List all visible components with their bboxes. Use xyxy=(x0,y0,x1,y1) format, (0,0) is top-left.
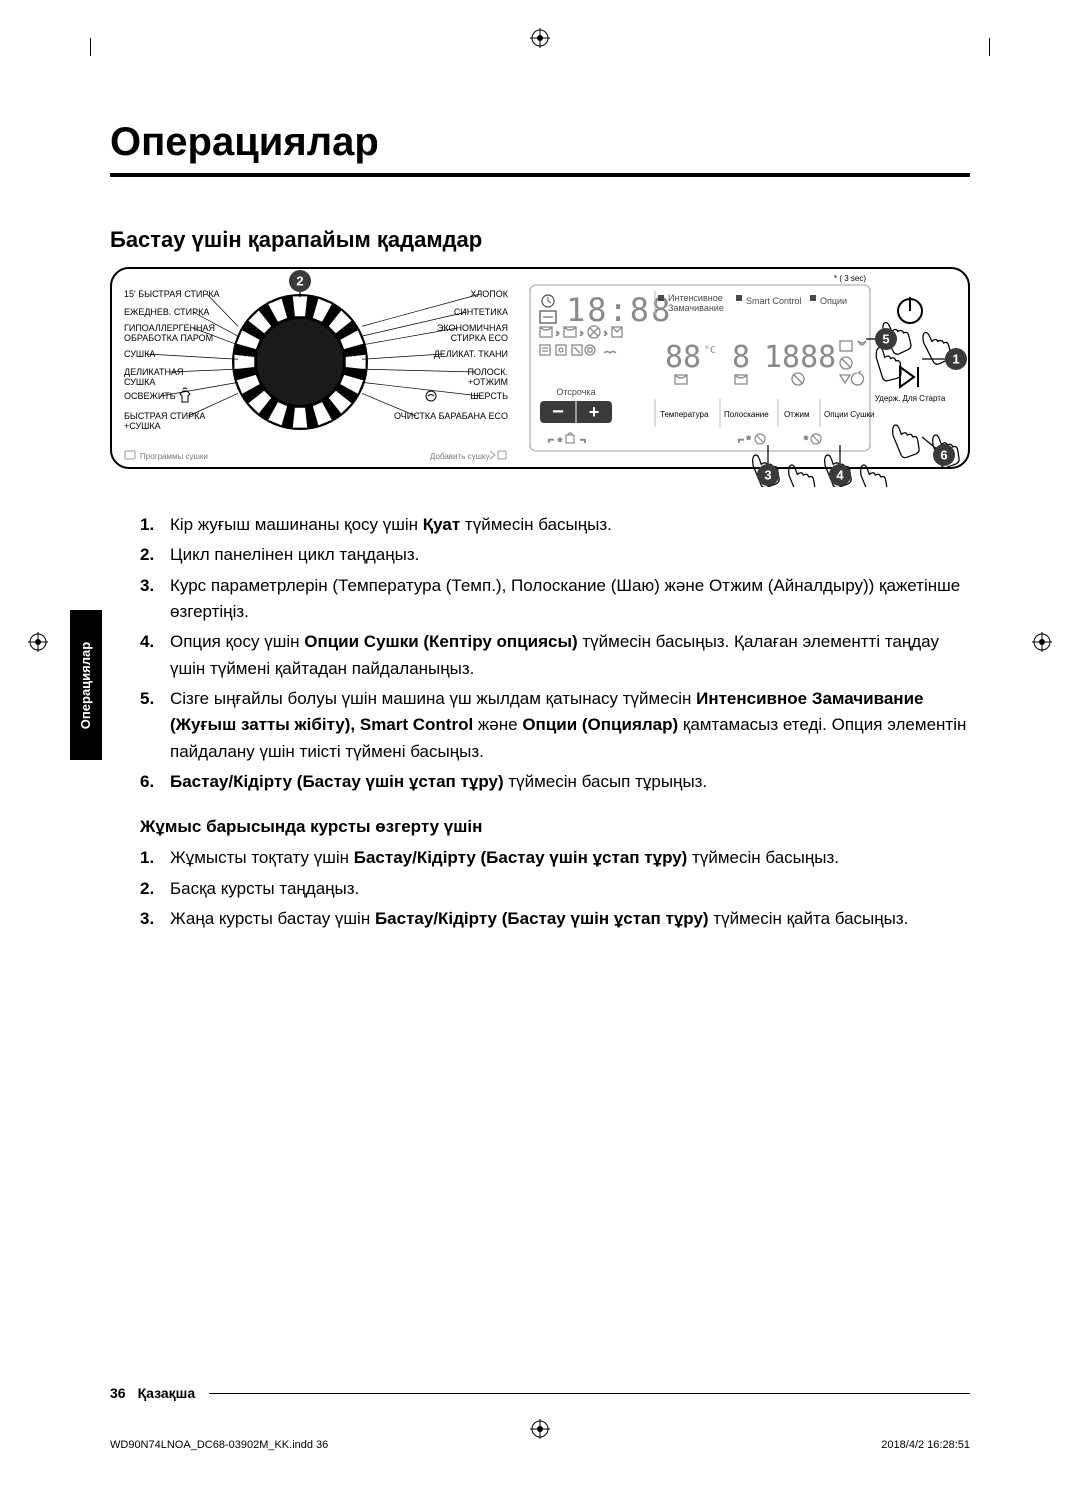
main-steps-list: 1.Кір жуғыш машинаны қосу үшін Қуат түйм… xyxy=(110,512,970,795)
side-tab: Операциялар xyxy=(70,610,102,760)
dial-label: ХЛОПОК xyxy=(470,289,508,299)
registration-mark-icon xyxy=(530,1419,550,1439)
print-meta: WD90N74LNOA_DC68-03902M_KK.indd 36 2018/… xyxy=(110,1439,970,1451)
dial-label: СТИРКА ECO xyxy=(451,333,508,343)
registration-mark-icon xyxy=(530,28,550,48)
dial-label: ДЕЛИКАТ. ТКАНИ xyxy=(434,349,508,359)
dial-label: ЕЖЕДНЕВ. СТИРКА xyxy=(124,307,209,317)
language-label: Қазақша xyxy=(138,1385,196,1401)
quick-options-row: Интенсивное Замачивание Smart Control Оп… xyxy=(655,291,847,315)
status-icons-row2 xyxy=(540,345,616,355)
svg-text:18:88: 18:88 xyxy=(566,291,672,329)
callout-number: 3 xyxy=(764,468,771,483)
page-footer: 36 Қазақша xyxy=(110,1385,970,1401)
svg-text:°C: °C xyxy=(704,345,716,356)
svg-text:Температура: Температура xyxy=(660,410,709,419)
svg-text:›: › xyxy=(604,328,607,339)
svg-text:Smart Control: Smart Control xyxy=(746,296,802,306)
svg-text:1888: 1888 xyxy=(764,340,836,375)
control-panel-illustration: 15' БЫСТРАЯ СТИРКАЕЖЕДНЕВ. СТИРКАГИПОАЛЛ… xyxy=(110,267,970,492)
dial-label: СУШКА xyxy=(124,377,155,387)
crop-mark xyxy=(989,38,990,56)
svg-text:›: › xyxy=(580,328,583,339)
cycle-dial[interactable] xyxy=(232,294,368,430)
svg-text:8: 8 xyxy=(732,340,750,375)
svg-text:*: * xyxy=(558,437,562,448)
dial-label: ОЧИСТКА БАРАБАНА ECO xyxy=(394,411,508,421)
svg-text:Опции Сушки: Опции Сушки xyxy=(824,410,874,419)
dial-label: СИНТЕТИКА xyxy=(454,307,508,317)
svg-text:Полоскание: Полоскание xyxy=(724,410,769,419)
list-item: 5.Сізге ыңғайлы болуы үшін машина үш жыл… xyxy=(140,686,970,765)
press-hand-icon xyxy=(786,460,818,487)
svg-text:⌐ *: ⌐ * xyxy=(738,435,751,446)
svg-text:−: − xyxy=(552,401,564,423)
page-number: 36 xyxy=(110,1385,126,1401)
time-display: 18:88 xyxy=(540,291,672,329)
section-title: Бастау үшін қарапайым қадамдар xyxy=(110,227,970,253)
list-item: 2.Басқа курсты таңдаңыз. xyxy=(140,876,970,902)
list-item: 6.Бастау/Кідірту (Бастау үшін ұстап тұру… xyxy=(140,769,970,795)
svg-text:*: * xyxy=(804,435,808,446)
lock-row: ⌐ * ¬ ⌐ * * xyxy=(548,433,821,448)
dial-label: 15' БЫСТРАЯ СТИРКА xyxy=(124,289,220,299)
bottom-button-row[interactable]: Температура Полоскание Отжим Опции Сушки xyxy=(655,399,874,427)
dial-label: ОСВЕЖИТЬ xyxy=(124,391,176,401)
sub-section-title: Жұмыс барысында курсты өзгерту үшін xyxy=(140,817,970,837)
callout-number: 5 xyxy=(882,332,889,347)
list-item: 3.Курс параметрлерін (Температура (Темп.… xyxy=(140,573,970,626)
list-item: 1.Кір жуғыш машинаны қосу үшін Қуат түйм… xyxy=(140,512,970,538)
dial-label: БЫСТРАЯ СТИРКА xyxy=(124,411,205,421)
list-item: 4.Опция қосу үшін Опции Сушки (Кептіру о… xyxy=(140,629,970,682)
delay-control[interactable]: Отсрочка − + xyxy=(540,387,612,423)
press-hand-icon xyxy=(890,420,922,460)
footer-rule xyxy=(209,1393,970,1394)
dial-label: ЭКОНОМИЧНАЯ xyxy=(437,323,508,333)
svg-text:›: › xyxy=(556,328,559,339)
sub-steps-list: 1.Жұмысты тоқтату үшін Бастау/Кідірту (Б… xyxy=(110,845,970,932)
svg-text:¬: ¬ xyxy=(580,435,586,446)
value-display-row: 88 °C 8 1888 xyxy=(665,340,866,375)
start-pause-button[interactable] xyxy=(900,367,918,387)
callout-number: 6 xyxy=(940,448,947,463)
dial-label: ШЕРСТЬ xyxy=(470,391,508,401)
svg-text:⌐: ⌐ xyxy=(548,435,554,446)
three-sec-note: * ( 3 sec) xyxy=(834,274,866,283)
hold-label: Удерж. Для Старта xyxy=(875,394,946,403)
meta-date: 2018/4/2 16:28:51 xyxy=(881,1439,970,1451)
list-item: 2.Цикл панелінен цикл таңдаңыз. xyxy=(140,542,970,568)
list-item: 1.Жұмысты тоқтату үшін Бастау/Кідірту (Б… xyxy=(140,845,970,871)
crop-mark xyxy=(90,38,91,56)
manual-page: Операциялар Бастау үшін қарапайым қадамд… xyxy=(0,0,1080,1491)
dial-label: +ОТЖИМ xyxy=(468,377,508,387)
callout-number: 4 xyxy=(836,468,844,483)
svg-text:Опции: Опции xyxy=(820,296,847,306)
add-dry-label: Добавить сушку xyxy=(430,452,490,461)
svg-text:Отсрочка: Отсрочка xyxy=(556,387,595,397)
page-title: Операциялар xyxy=(110,120,970,165)
list-item: 3.Жаңа курсты бастау үшін Бастау/Кідірту… xyxy=(140,906,970,932)
svg-text:Отжим: Отжим xyxy=(784,410,809,419)
svg-text:+: + xyxy=(589,402,600,422)
press-hand-icon xyxy=(858,460,890,487)
svg-text:88: 88 xyxy=(665,340,701,375)
registration-mark-icon xyxy=(1032,632,1052,652)
svg-text:Замачивание: Замачивание xyxy=(668,303,724,313)
svg-text:Интенсивное: Интенсивное xyxy=(668,293,723,303)
registration-mark-icon xyxy=(28,632,48,652)
title-rule xyxy=(110,173,970,177)
callout-number: 2 xyxy=(296,274,303,289)
power-button[interactable] xyxy=(898,297,922,323)
callout-number: 1 xyxy=(952,352,959,367)
meta-file: WD90N74LNOA_DC68-03902M_KK.indd 36 xyxy=(110,1439,328,1451)
dry-programs-label: Программы сушки xyxy=(140,452,208,461)
dial-label: ОБРАБОТКА ПАРОМ xyxy=(124,333,213,343)
dial-label: +СУШКА xyxy=(124,421,161,431)
